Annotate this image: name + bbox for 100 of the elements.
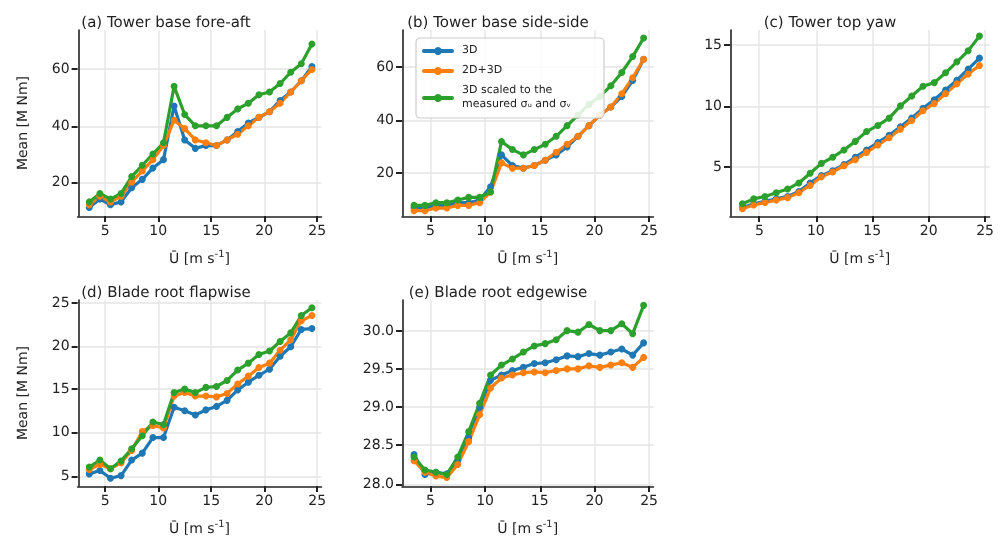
point xyxy=(596,351,604,359)
point xyxy=(138,432,146,440)
point xyxy=(607,348,615,356)
point xyxy=(149,156,157,164)
point xyxy=(106,474,114,482)
point xyxy=(244,359,252,367)
point xyxy=(629,330,637,338)
point xyxy=(574,353,582,361)
point xyxy=(942,69,950,77)
point xyxy=(160,434,167,442)
point xyxy=(896,102,904,110)
point xyxy=(266,347,274,355)
point xyxy=(563,365,571,373)
point xyxy=(607,82,615,90)
point xyxy=(149,164,157,172)
point xyxy=(508,371,516,379)
point xyxy=(276,338,284,346)
point xyxy=(585,350,593,358)
point xyxy=(266,365,274,373)
point xyxy=(618,320,626,328)
point xyxy=(138,161,146,169)
point xyxy=(640,339,648,347)
point xyxy=(487,371,495,379)
point xyxy=(266,359,274,367)
point xyxy=(795,179,803,187)
point xyxy=(498,159,505,167)
point xyxy=(465,428,473,436)
point xyxy=(287,343,295,351)
point xyxy=(629,53,637,61)
point xyxy=(640,34,648,42)
point xyxy=(213,122,220,130)
point xyxy=(908,92,916,100)
point xyxy=(255,91,263,99)
point xyxy=(308,304,316,312)
point xyxy=(618,359,626,367)
point xyxy=(223,396,231,404)
point xyxy=(476,411,484,419)
point xyxy=(128,456,136,464)
point xyxy=(191,411,199,419)
point xyxy=(530,360,538,368)
point xyxy=(817,159,825,167)
point xyxy=(181,125,189,133)
point xyxy=(640,353,648,361)
point xyxy=(806,169,814,177)
point xyxy=(629,363,637,371)
point xyxy=(596,327,604,335)
point xyxy=(244,372,252,380)
point xyxy=(975,54,983,62)
point xyxy=(930,79,938,87)
point xyxy=(552,356,560,364)
point xyxy=(213,402,220,410)
point xyxy=(149,434,157,442)
point xyxy=(170,82,178,90)
point xyxy=(552,366,560,374)
point xyxy=(761,192,769,200)
point xyxy=(181,407,189,415)
point xyxy=(465,193,473,201)
point xyxy=(498,361,505,369)
point xyxy=(244,378,252,386)
point xyxy=(213,383,220,391)
point xyxy=(191,136,199,144)
point xyxy=(640,301,648,309)
point xyxy=(618,69,626,77)
point xyxy=(563,122,571,130)
point xyxy=(128,173,136,181)
point xyxy=(498,138,505,146)
point xyxy=(223,113,231,121)
line-series xyxy=(85,40,316,206)
point xyxy=(552,336,560,344)
point xyxy=(181,136,189,144)
point xyxy=(607,361,615,369)
point xyxy=(117,472,125,480)
point xyxy=(138,175,146,183)
point xyxy=(519,348,527,356)
point xyxy=(585,362,593,370)
point xyxy=(784,185,792,193)
point xyxy=(244,99,252,107)
point xyxy=(202,122,210,130)
point xyxy=(829,153,837,161)
point xyxy=(160,156,167,164)
point xyxy=(234,105,242,113)
point xyxy=(202,383,210,391)
point xyxy=(487,384,495,392)
point xyxy=(541,359,549,367)
point xyxy=(287,336,295,344)
point xyxy=(170,403,178,411)
point xyxy=(508,355,516,363)
point xyxy=(596,363,604,371)
point xyxy=(255,351,263,358)
point xyxy=(266,88,274,96)
point xyxy=(308,312,316,320)
point xyxy=(297,325,305,333)
point xyxy=(863,128,871,136)
point xyxy=(618,345,626,353)
point xyxy=(541,140,549,148)
point xyxy=(234,366,242,374)
point xyxy=(552,132,560,140)
point xyxy=(975,61,983,69)
point xyxy=(498,151,505,159)
point xyxy=(530,342,538,350)
